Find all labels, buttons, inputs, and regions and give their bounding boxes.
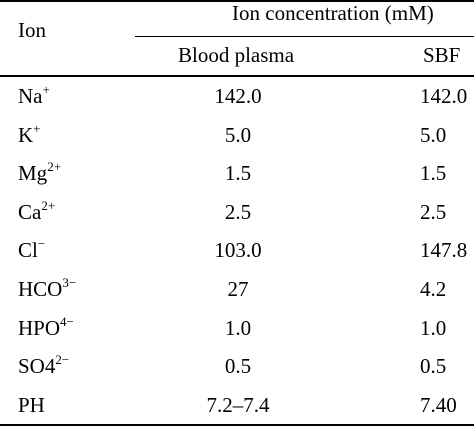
ion-charge: − xyxy=(37,236,46,252)
sbf-cell: 142.0 xyxy=(420,84,468,108)
blood-plasma-cell: 0.5 xyxy=(224,354,252,379)
ion-symbol: K xyxy=(18,122,34,147)
table-row: Ca2+ 2.5 2.5 xyxy=(0,192,474,231)
ion-cell: Mg2+ xyxy=(18,160,61,186)
ion-symbol: Mg xyxy=(18,161,48,186)
group-header-rule xyxy=(135,36,474,37)
ion-symbol: Na xyxy=(18,84,43,108)
header-blood-plasma: Blood plasma xyxy=(178,43,295,67)
ion-cell: Na+ xyxy=(18,83,50,108)
blood-plasma-cell: 5.0 xyxy=(224,122,252,147)
ion-cell: SO42− xyxy=(18,353,69,379)
table-row: HPO4− 1.0 1.0 xyxy=(0,308,474,347)
sbf-cell: 4.2 xyxy=(420,276,447,301)
table-top-rule xyxy=(0,0,474,2)
ion-symbol: Cl xyxy=(18,238,38,263)
ion-charge: 2+ xyxy=(47,159,62,175)
blood-plasma-cell: 103.0 xyxy=(214,238,262,263)
ion-symbol: Ca xyxy=(18,199,42,224)
ion-charge: 2+ xyxy=(41,197,56,213)
header-sbf: SBF xyxy=(423,43,461,67)
ion-charge: 2− xyxy=(55,352,70,368)
ion-symbol: HPO xyxy=(18,315,61,340)
ion-charge: 4− xyxy=(60,313,74,329)
ion-charge: + xyxy=(33,120,41,136)
table-row: HCO3− 27 4.2 xyxy=(0,269,474,308)
header-ion-concentration: Ion concentration (mM) xyxy=(232,1,434,25)
table-row: K+ 5.0 5.0 xyxy=(0,115,474,154)
table-row: Na+ 142.0 142.0 xyxy=(0,76,474,115)
header-ion: Ion xyxy=(18,18,46,42)
blood-plasma-cell: 1.5 xyxy=(224,161,252,186)
ion-charge: + xyxy=(42,82,50,97)
table-row: Mg2+ 1.5 1.5 xyxy=(0,153,474,192)
ion-cell: Ca2+ xyxy=(18,199,55,224)
blood-plasma-cell: 142.0 xyxy=(214,84,262,108)
sbf-cell: 1.5 xyxy=(420,161,447,186)
ion-charge: 3− xyxy=(62,274,77,290)
blood-plasma-cell: 1.0 xyxy=(224,315,252,340)
table-bottom-rule xyxy=(0,424,474,426)
sbf-cell: 5.0 xyxy=(420,122,447,147)
table-row: PH 7.2–7.4 7.40 xyxy=(0,385,474,424)
ion-cell: PH xyxy=(18,392,45,417)
table-body: Na+ 142.0 142.0 K+ 5.0 5.0 Mg2+ 1.5 1.5 … xyxy=(0,76,474,423)
ion-cell: HPO4− xyxy=(18,315,74,340)
table-row: Cl− 103.0 147.8 xyxy=(0,230,474,269)
ion-symbol: SO4 xyxy=(18,354,56,379)
blood-plasma-cell: 27 xyxy=(227,276,249,301)
sbf-cell: 7.40 xyxy=(420,392,457,417)
ion-cell: Cl− xyxy=(18,237,45,263)
ion-cell: K+ xyxy=(18,122,41,147)
blood-plasma-cell: 2.5 xyxy=(224,199,252,224)
sbf-cell: 147.8 xyxy=(420,238,468,263)
sbf-cell: 0.5 xyxy=(420,354,447,379)
blood-plasma-cell: 7.2–7.4 xyxy=(206,392,270,417)
table-row: SO42− 0.5 0.5 xyxy=(0,346,474,385)
sbf-cell: 1.0 xyxy=(420,315,447,340)
ion-cell: HCO3− xyxy=(18,276,76,301)
header-bottom-rule xyxy=(0,75,474,77)
ion-symbol: PH xyxy=(18,392,45,417)
ion-symbol: HCO xyxy=(18,276,63,301)
sbf-cell: 2.5 xyxy=(420,199,447,224)
